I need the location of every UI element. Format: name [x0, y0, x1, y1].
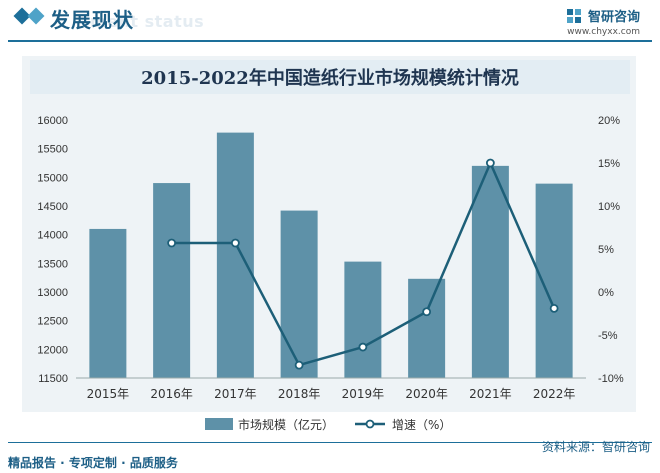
y-left-tick-label: 14500 — [37, 201, 68, 213]
x-tick-label: 2020年 — [405, 387, 448, 401]
y-left-tick-label: 13000 — [37, 287, 68, 299]
y-right-tick-label: 15% — [598, 158, 620, 170]
y-left-tick-label: 12500 — [37, 316, 68, 328]
x-tick-label: 2016年 — [150, 387, 193, 401]
x-tick-label: 2021年 — [469, 387, 512, 401]
y-right-tick-label: 10% — [598, 201, 620, 213]
page-footer: 精品报告 · 专项定制 · 品质服务 资料来源：智研咨询 — [0, 430, 660, 473]
legend-bar-label: 市场规模（亿元） — [238, 417, 334, 432]
x-tick-label: 2022年 — [533, 387, 576, 401]
x-tick-label: 2019年 — [342, 387, 385, 401]
growth-point — [167, 238, 177, 248]
y-left-tick-label: 15000 — [37, 172, 68, 184]
brand-logo-icon — [566, 8, 581, 23]
footer-source: 资料来源：智研咨询 — [542, 438, 650, 455]
legend-bar-swatch — [205, 418, 233, 430]
growth-point — [422, 307, 432, 317]
y-right-tick-label: 0% — [598, 287, 614, 299]
x-tick-label: 2017年 — [214, 387, 257, 401]
source-label: 资料来源： — [541, 440, 602, 454]
header-divider — [8, 40, 652, 42]
growth-point — [485, 158, 495, 168]
y-right-tick-label: 5% — [598, 244, 614, 256]
brand-name: 智研咨询 — [587, 10, 640, 25]
growth-point — [549, 303, 559, 313]
bar — [408, 278, 446, 378]
brand-url: www.chyxx.com — [567, 27, 640, 37]
growth-point — [294, 360, 304, 370]
y-left-tick-label: 16000 — [37, 115, 68, 127]
section-title: 发展现状 — [50, 8, 134, 32]
y-left-tick-label: 15500 — [37, 144, 68, 156]
x-tick-label: 2015年 — [87, 387, 130, 401]
bar — [89, 228, 127, 378]
y-left-tick-label: 11500 — [38, 373, 68, 385]
brand: 智研咨询 www.chyxx.com — [566, 6, 640, 37]
footer-divider — [8, 442, 652, 443]
y-right-tick-label: -10% — [598, 373, 624, 385]
chart-title-bar: 2015-2022年中国造纸行业市场规模统计情况 — [30, 60, 630, 94]
x-tick-label: 2018年 — [278, 387, 321, 401]
growth-point — [358, 342, 368, 352]
bar — [344, 261, 382, 378]
chart-title: 2015-2022年中国造纸行业市场规模统计情况 — [141, 68, 519, 89]
y-right-tick-label: -5% — [598, 330, 618, 342]
legend-line-label: 增速（%） — [392, 418, 451, 432]
source-value: 智研咨询 — [601, 440, 650, 454]
y-left-tick-label: 13500 — [37, 258, 68, 270]
legend-line-marker — [365, 419, 375, 429]
bar — [471, 165, 509, 378]
bar — [216, 132, 254, 378]
page-header: ment status 发展现状 智研咨询 www.chyxx.com — [0, 0, 660, 44]
bar — [153, 183, 191, 378]
y-right-tick-label: 20% — [598, 115, 620, 127]
bar — [280, 210, 318, 378]
header-ghost-text: ment status — [90, 12, 205, 31]
footer-tagline: 精品报告 · 专项定制 · 品质服务 — [8, 456, 178, 470]
y-left-tick-label: 12000 — [37, 344, 68, 356]
y-left-tick-label: 14000 — [37, 230, 68, 242]
growth-point — [230, 238, 240, 248]
